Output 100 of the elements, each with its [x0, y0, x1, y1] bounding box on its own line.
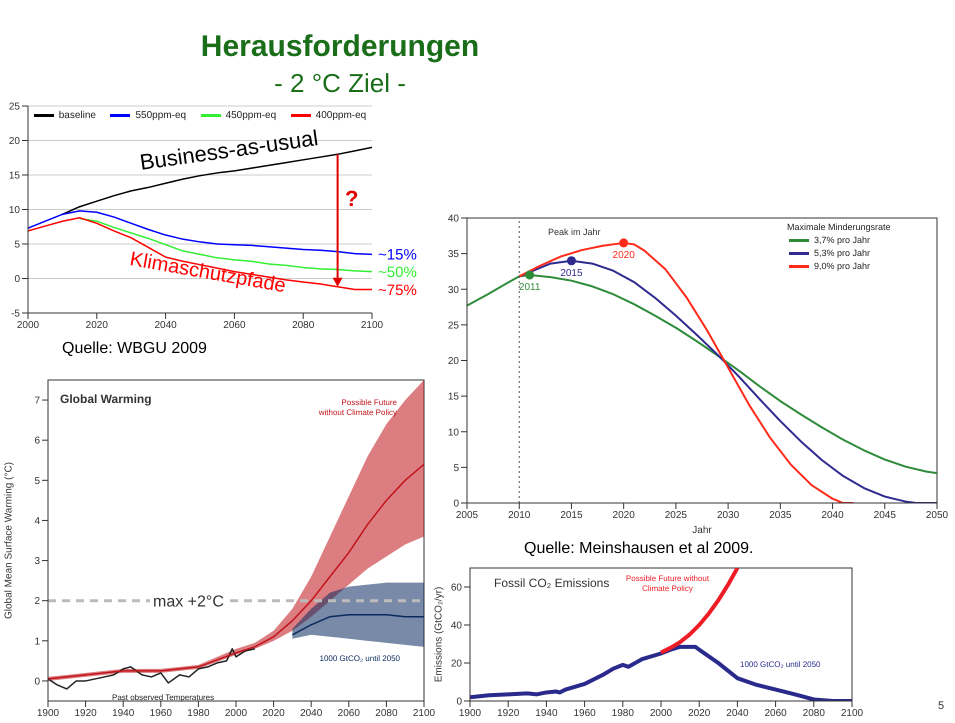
x-tick-label: 2015	[560, 510, 584, 522]
legend-label: 450ppm-eq	[226, 110, 276, 121]
y-tick-label: 6	[34, 436, 40, 447]
y-tick-label: 0	[14, 274, 20, 286]
x-tick-label: 1940	[112, 708, 135, 720]
point	[525, 270, 534, 280]
line-series	[48, 464, 424, 680]
y-tick-label: 15	[8, 170, 20, 182]
y-tick-label: 25	[8, 102, 20, 113]
text: Fossil CO₂ Emissions	[494, 576, 610, 590]
x-tick-label: 2020	[262, 708, 286, 720]
annotation: ~50%	[378, 264, 417, 281]
y-tick-label: 7	[34, 396, 40, 407]
y-tick-label: 0	[453, 498, 460, 510]
x-tick-label: 2025	[664, 510, 688, 522]
x-tick-label: 2100	[360, 320, 384, 332]
x-tick-label: 2080	[292, 320, 315, 332]
y-tick-label: 4	[34, 516, 40, 527]
x-tick-label: 1980	[187, 708, 210, 720]
x-tick-label: 2060	[223, 320, 246, 332]
y-tick-label: 25	[448, 320, 460, 332]
x-tick-label: 1980	[612, 708, 634, 720]
x-tick-label: 2040	[300, 708, 323, 720]
x-tick-label: 2040	[821, 510, 844, 522]
y-tick-label: 3	[34, 556, 40, 568]
y-tick-label: 0	[456, 696, 462, 708]
y-tick-label: 60	[450, 582, 462, 594]
x-tick-label: 2080	[802, 708, 826, 720]
x-tick-label: 2010	[508, 510, 531, 522]
x-axis-title: Jahr	[692, 525, 712, 536]
series-label: Possible Future without Climate Policy	[625, 574, 710, 595]
x-tick-label: 2005	[456, 510, 479, 522]
annotation: ~15%	[378, 246, 417, 264]
x-tick-label: 1920	[74, 708, 98, 720]
annotation: ?	[345, 186, 358, 212]
y-tick-label: 5	[453, 462, 460, 474]
chart-title: Herausforderungen	[200, 30, 480, 64]
y-tick-label: 40	[448, 214, 460, 225]
y-tick-label: -5	[11, 308, 20, 320]
x-tick-label: 1960	[150, 708, 172, 720]
y-axis-title: Global Mean Surface Warming (°C)	[4, 462, 15, 620]
x-tick-label: 2100	[412, 708, 436, 720]
x-tick-label: 1960	[573, 708, 596, 720]
y-tick-label: 2	[34, 596, 40, 608]
series-label: 1000 GtCO₂ until 2050	[740, 660, 822, 670]
y-tick-label: 35	[448, 249, 460, 260]
legend-label: 550ppm-eq	[135, 110, 186, 121]
x-tick-label: 2020	[688, 708, 711, 720]
x-tick-label: 2040	[726, 708, 749, 720]
legend-label: 5,3% pro Jahr	[814, 248, 870, 258]
y-tick-label: 5	[34, 476, 40, 487]
x-tick-label: 1940	[535, 708, 558, 720]
line-series	[28, 217, 372, 290]
legend-label: 400ppm-eq	[316, 110, 366, 121]
x-tick-label: 1900	[36, 708, 60, 720]
legend-label: 3,7% pro Jahr	[814, 235, 870, 245]
text: Global Warming	[60, 392, 153, 406]
x-tick-label: 2000	[16, 320, 40, 332]
x-tick-label: 2000	[224, 708, 248, 720]
text: Possible Future without Climate Policy	[318, 398, 397, 419]
text: 5	[938, 700, 944, 712]
y-tick-label: 20	[448, 356, 460, 368]
legend-label: 9,0% pro Jahr	[814, 261, 870, 271]
y-tick-label: 0	[34, 676, 40, 688]
line-series	[48, 648, 256, 690]
annotation: ~75%	[378, 282, 417, 299]
x-tick-label: 2060	[764, 708, 788, 720]
point	[619, 238, 628, 248]
x-tick-label: 2080	[375, 708, 398, 720]
line-series	[292, 614, 424, 636]
x-tick-label: 1900	[458, 708, 482, 720]
annotation: Peak im Jahr	[548, 227, 601, 237]
x-tick-label: 2030	[716, 510, 740, 522]
y-tick-label: 1	[34, 636, 40, 648]
y-tick-label: 10	[8, 205, 20, 216]
chart-subtitle: - 2 °C Ziel -	[273, 68, 407, 99]
x-tick-label: 2020	[86, 320, 108, 332]
annotation: 2020	[612, 250, 636, 262]
point	[566, 256, 576, 266]
x-tick-label: 2100	[840, 708, 864, 720]
series-label: Past observed Temperatures	[112, 693, 216, 704]
ref-line-label: max +2°C	[153, 594, 224, 611]
text: 1000 GtCO₂ until 2050	[318, 654, 400, 664]
y-tick-label: 30	[448, 284, 460, 296]
y-tick-label: 15	[448, 392, 460, 403]
legend-title: Maximale Minderungsrate	[787, 222, 891, 232]
x-tick-label: 1920	[497, 708, 520, 720]
x-tick-label: 2000	[650, 708, 673, 720]
x-tick-label: 2060	[338, 708, 360, 720]
source-note: Quelle: WBGU 2009	[62, 340, 207, 358]
x-tick-label: 2020	[612, 510, 636, 522]
y-tick-label: 20	[8, 136, 20, 148]
y-axis-title: Emissions (GtCO₂/yr)	[434, 586, 445, 682]
annotation: 2015	[560, 268, 584, 279]
x-tick-label: 2050	[926, 510, 949, 522]
x-tick-label: 2045	[874, 510, 896, 522]
y-tick-label: 10	[448, 427, 460, 438]
x-tick-label: 2040	[154, 320, 178, 332]
y-tick-label: 20	[450, 658, 462, 670]
source-note: Quelle: Meinshausen et al 2009.	[524, 540, 754, 558]
